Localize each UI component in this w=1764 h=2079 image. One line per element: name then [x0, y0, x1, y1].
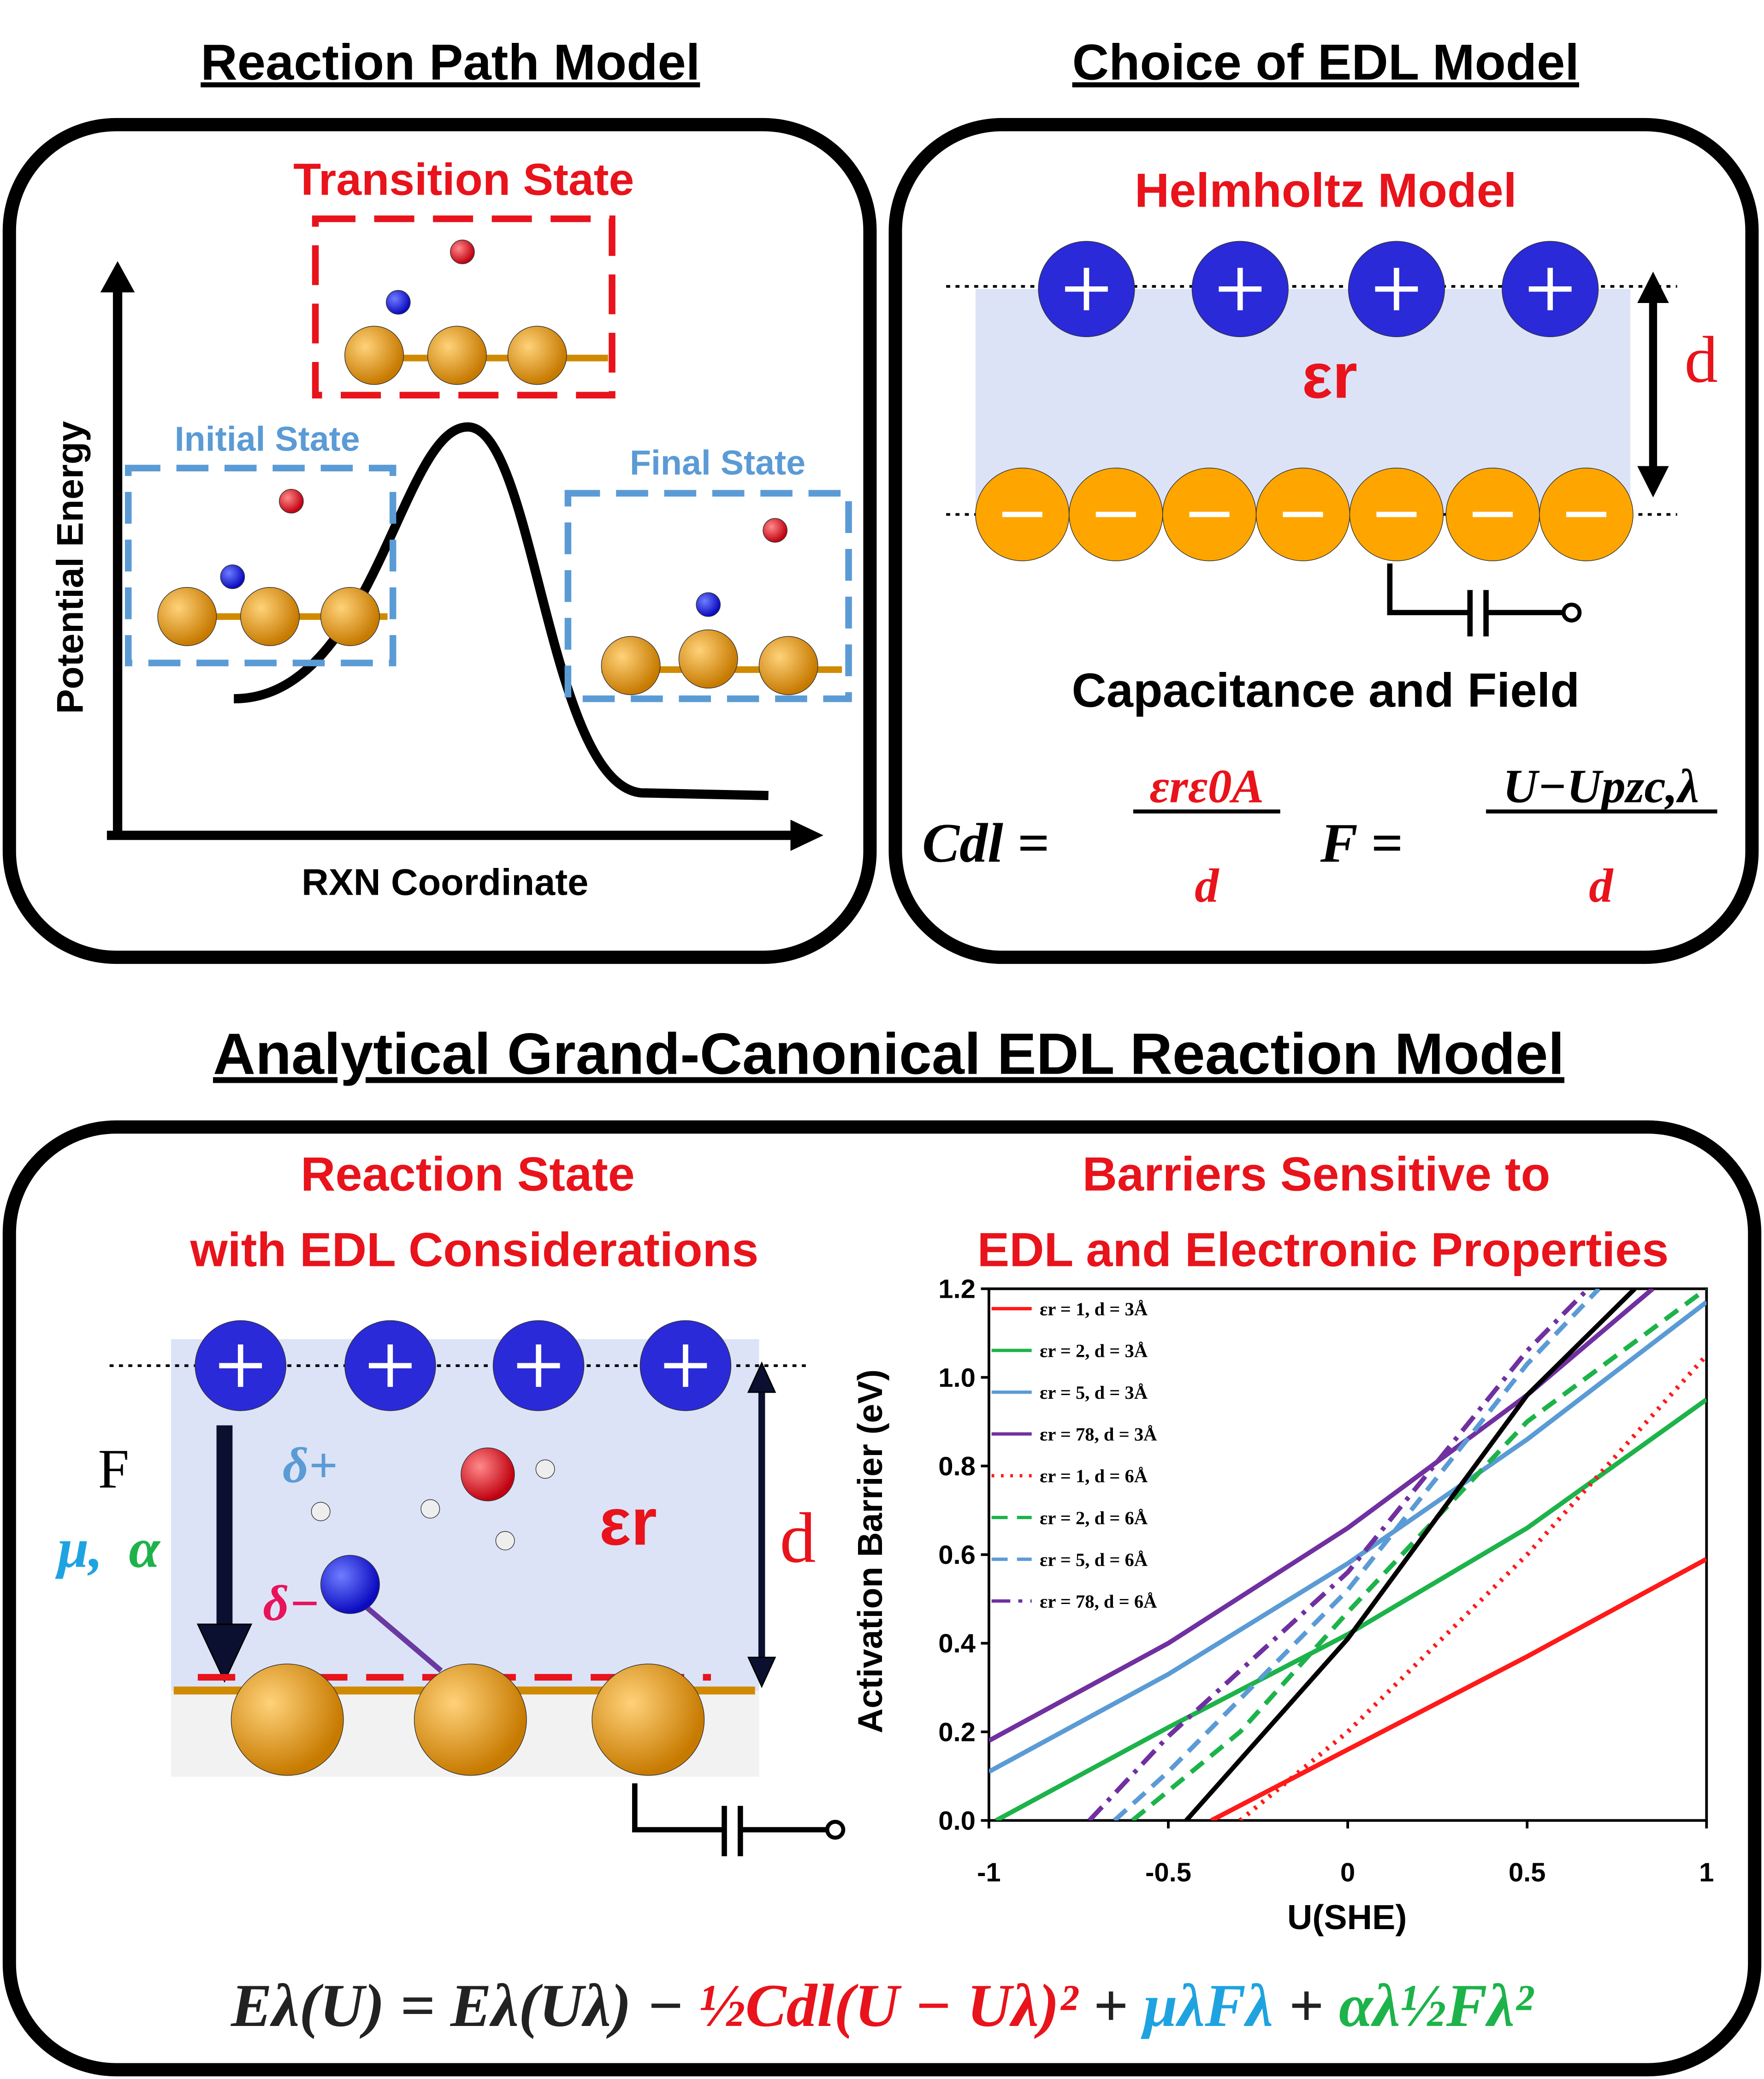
series-line [1088, 1289, 1590, 1821]
symbol: d [780, 1498, 816, 1577]
symbol: F [98, 1438, 130, 1500]
symbol: μ, [55, 1518, 103, 1580]
x-axis-label: U(SHE) [1287, 1898, 1407, 1936]
signs [219, 267, 1606, 1387]
symbol: d [1685, 323, 1718, 397]
x-tick-label: 0 [1340, 1858, 1355, 1888]
y-tick-label: 0.4 [938, 1629, 976, 1658]
y-tick-label: 0.2 [938, 1718, 976, 1747]
legend-label: εr = 2, d = 3Å [1040, 1341, 1148, 1361]
x-tick-label: 1 [1699, 1858, 1714, 1888]
equation-part: μλFλ [1141, 1972, 1273, 2039]
eq-lhs: F = [1320, 813, 1403, 874]
eq-den: d [1589, 859, 1614, 912]
chart: 0.0 0.2 0.4 0.6 0.8 1.0 1.2 -1 -0.5 0 0.5 1 U(SHE) Ac… [851, 1275, 1714, 1936]
x-tick-label: -1 [977, 1858, 1001, 1888]
y-tick-label: 1.2 [938, 1275, 976, 1304]
panel-title: Reaction Path Model [201, 35, 700, 91]
label: Transition State [293, 154, 634, 205]
lines [989, 1289, 1707, 1821]
series-line [1184, 1289, 1637, 1821]
equation: Eλ(U) = Eλ(Uλ) − ½Cdl(U − Uλ)² + μλFλ + … [231, 1972, 1534, 2039]
panel-title: Choice of EDL Model [1072, 35, 1579, 91]
axis-label: RXN Coordinate [302, 862, 588, 903]
equations: Cdl = εrε0A d F = U−Upzc,λ d [922, 760, 1699, 912]
x-tick-label: 0.5 [1509, 1858, 1546, 1888]
legend-label: εr = 5, d = 3Å [1040, 1382, 1148, 1403]
eq-den: d [1195, 859, 1219, 912]
legend-label: εr = 2, d = 6Å [1040, 1508, 1148, 1528]
series-line [1131, 1289, 1707, 1821]
y-tick-label: 0.6 [938, 1540, 976, 1570]
symbol: δ+ [283, 1437, 337, 1494]
label: Helmholtz Model [1135, 164, 1517, 218]
symbol: εr [1302, 341, 1357, 411]
subtitle: Reaction State [301, 1148, 635, 1201]
eq-num: εrε0A [1149, 760, 1264, 813]
series-line [995, 1397, 1707, 1821]
subtitle: EDL and Electronic Properties [977, 1224, 1669, 1277]
symbol: εr [599, 1485, 657, 1559]
equation-part: Eλ(U) = Eλ(Uλ) − [231, 1972, 699, 2039]
x-tick-label: -0.5 [1145, 1858, 1191, 1888]
series-line [989, 1289, 1654, 1743]
y-axis-label: Activation Barrier (eV) [851, 1369, 889, 1733]
label: Final State [630, 444, 805, 482]
symbol: δ− [263, 1575, 320, 1632]
equation-part: + [1077, 1972, 1143, 2039]
subtitle: with EDL Considerations [190, 1224, 759, 1277]
subtitle: Barriers Sensitive to [1083, 1148, 1551, 1201]
axis-label: Potential Energy [49, 421, 91, 714]
y-tick-label: 0.0 [938, 1806, 976, 1836]
legend-label: εr = 78, d = 3Å [1040, 1424, 1157, 1445]
symbol: α [129, 1518, 160, 1580]
series-line [989, 1300, 1707, 1774]
main-title: Analytical Grand-Canonical EDL Reaction … [213, 1021, 1564, 1086]
y-tick-label: 0.8 [938, 1452, 976, 1481]
eq-num: U−Upzc,λ [1503, 760, 1699, 813]
legend-label: εr = 1, d = 3Å [1040, 1299, 1148, 1319]
equation-part: αλ½Fλ² [1339, 1972, 1534, 2039]
equation-part: ½Cdl(U − Uλ)² [699, 1972, 1079, 2039]
equation-part: + [1273, 1972, 1339, 2039]
legend-label: εr = 5, d = 6Å [1040, 1550, 1148, 1570]
legend-label: εr = 1, d = 6Å [1040, 1466, 1148, 1486]
y-tick-label: 1.0 [938, 1363, 976, 1393]
eq-lhs: Cdl = [922, 813, 1049, 874]
label: Initial State [175, 420, 360, 458]
legend-label: εr = 78, d = 6Å [1040, 1591, 1157, 1612]
caption: Capacitance and Field [1072, 664, 1580, 718]
layout [2, 118, 1762, 2077]
series-line [1210, 1557, 1707, 1821]
